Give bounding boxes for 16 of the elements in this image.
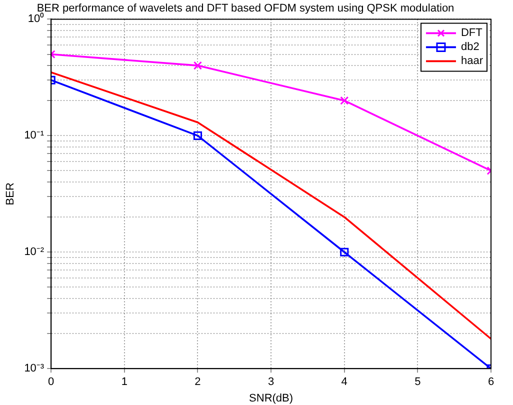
y-axis-title: BER: [4, 182, 17, 206]
x-tick-label: 2: [194, 376, 201, 388]
x-axis-title: SNR(dB): [249, 392, 294, 404]
x-tick-label: 6: [488, 376, 494, 388]
legend-label: DFT: [460, 27, 483, 40]
y-tick-label: 10⁻³: [24, 362, 44, 375]
y-tick-label: 10⁻²: [24, 246, 44, 258]
x-tick-label: 1: [121, 376, 128, 388]
legend-label: db2: [460, 41, 480, 54]
x-tick-label: 3: [268, 376, 274, 388]
y-tick-label: 10⁰: [28, 12, 44, 26]
x-tick-label: 4: [341, 376, 348, 388]
x-tick-label: 5: [414, 376, 421, 388]
legend-label: haar: [460, 55, 484, 68]
y-tick-label: 10⁻¹: [24, 130, 44, 142]
x-tick-label: 0: [48, 376, 54, 388]
